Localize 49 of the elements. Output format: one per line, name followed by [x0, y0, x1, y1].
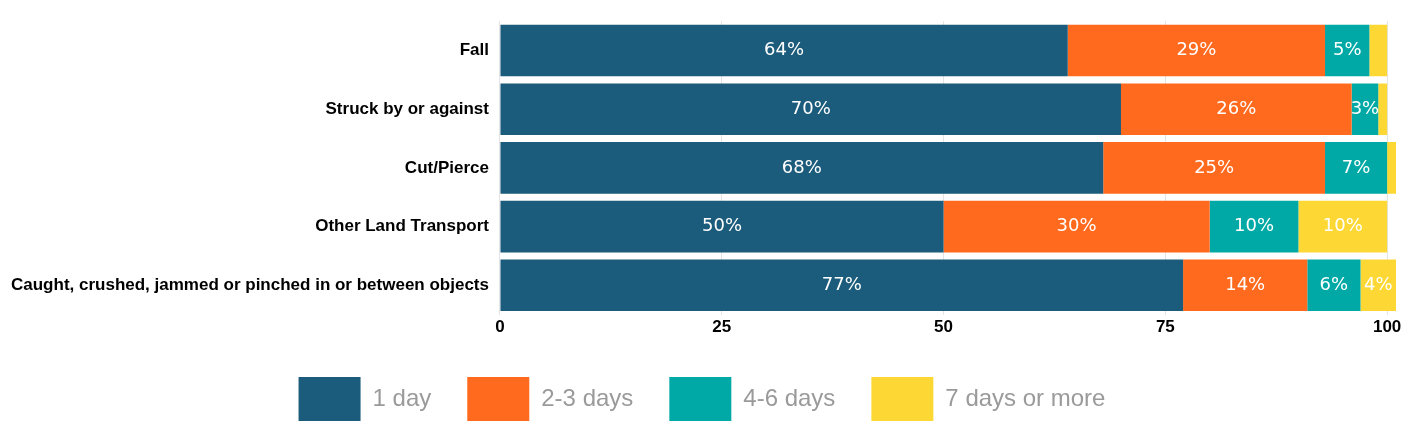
data-label: 29% [1176, 38, 1217, 60]
legend-label: 4-6 days [743, 383, 836, 411]
bar [1378, 83, 1388, 136]
data-label: 10% [1234, 214, 1275, 236]
bar [1209, 200, 1299, 253]
legend-label: 1 day [372, 383, 432, 411]
data-label: 10% [1322, 214, 1363, 236]
bar [1103, 142, 1326, 194]
data-label: 50% [702, 214, 743, 236]
y-tick-label: Struck by or against [325, 98, 490, 118]
data-label: 26% [1216, 96, 1257, 118]
y-tick-label: Other Land Transport [315, 216, 490, 236]
data-label: 3% [1350, 96, 1380, 118]
data-label: 5% [1332, 38, 1362, 60]
data-label: 68% [781, 155, 822, 177]
bar [1325, 24, 1370, 77]
data-label: 7% [1341, 155, 1371, 177]
bar [500, 142, 1104, 194]
legend-label: 2-3 days [541, 383, 634, 411]
bar [500, 24, 1068, 77]
x-tick-label: 50 [934, 317, 954, 337]
data-label: 77% [821, 272, 862, 294]
bar [943, 200, 1210, 253]
x-tick-label: 75 [1155, 317, 1175, 337]
bar [1387, 142, 1396, 194]
bar [1325, 142, 1388, 194]
y-tick-label: Fall [459, 40, 489, 60]
y-tick-label: Cut/Pierce [404, 157, 489, 177]
data-label: 25% [1194, 155, 1235, 177]
bar [1307, 259, 1361, 312]
bar [1067, 24, 1326, 77]
bar [1298, 200, 1388, 253]
x-tick-label: 0 [495, 317, 505, 337]
legend-label: 7 days or more [945, 383, 1106, 411]
bar [500, 200, 944, 253]
x-tick-label: 25 [712, 317, 732, 337]
bar [500, 83, 1121, 136]
y-tick-label: Caught, crushed, jammed or pinched in or between objects [11, 274, 489, 294]
bar [1183, 259, 1308, 312]
bar [1369, 24, 1388, 77]
data-label: 30% [1056, 214, 1097, 236]
data-label: 14% [1225, 272, 1266, 294]
x-tick-label: 100 [1372, 317, 1402, 337]
bar [1120, 83, 1352, 136]
data-label: 70% [790, 96, 831, 118]
data-label: 6% [1319, 272, 1349, 294]
data-label: 4% [1363, 272, 1393, 294]
data-label: 64% [764, 38, 805, 60]
bar [500, 259, 1184, 312]
